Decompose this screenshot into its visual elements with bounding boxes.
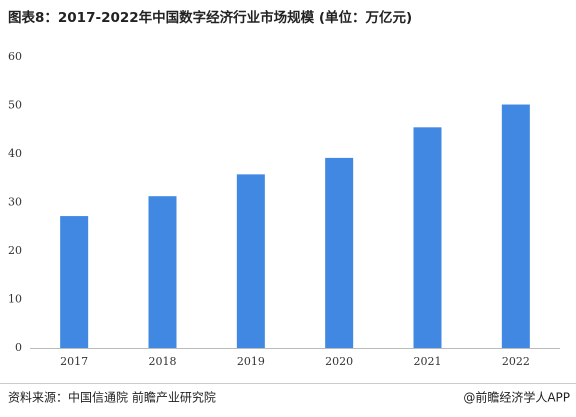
y-tick-label: 0: [15, 341, 22, 354]
y-tick-label: 10: [8, 293, 22, 306]
y-tick-label: 20: [8, 244, 22, 257]
chart-title: 图表8：2017-2022年中国数字经济行业市场规模 (单位：万亿元): [8, 9, 412, 26]
bar: [60, 216, 89, 348]
x-tick-label: 2017: [60, 355, 88, 368]
y-tick-label: 50: [8, 99, 22, 112]
x-tick-label: 2022: [502, 355, 530, 368]
credit: @前瞻经济学人APP: [463, 390, 570, 405]
x-tick-label: 2018: [149, 355, 177, 368]
x-tick-label: 2021: [414, 355, 442, 368]
bar: [501, 104, 530, 348]
y-tick-label: 30: [8, 196, 22, 209]
bar: [236, 174, 265, 348]
bar: [148, 196, 177, 348]
y-tick-label: 60: [8, 50, 22, 63]
y-tick-label: 40: [8, 147, 22, 160]
x-tick-label: 2019: [237, 355, 265, 368]
bar: [325, 157, 354, 348]
bar: [413, 127, 442, 348]
source: 资料来源：中国信通院 前瞻产业研究院: [8, 390, 216, 405]
x-tick-label: 2020: [325, 355, 353, 368]
